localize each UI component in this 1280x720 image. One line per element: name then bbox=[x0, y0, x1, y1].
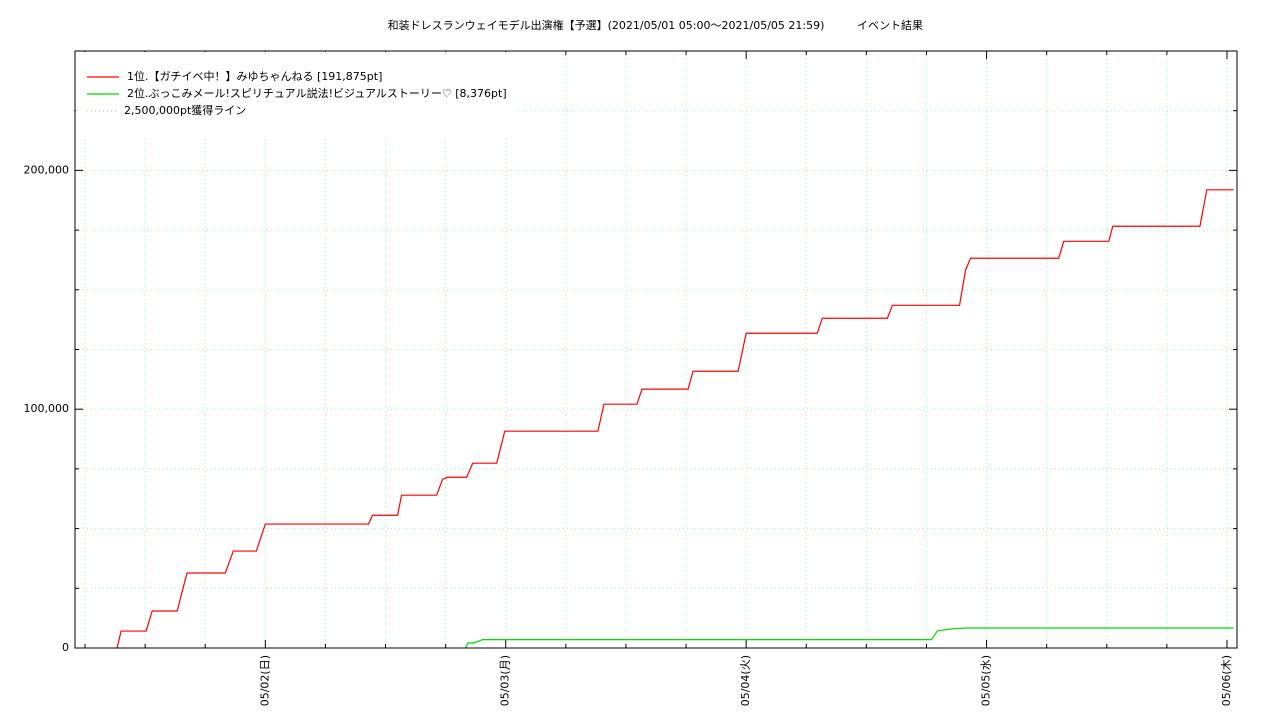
legend-label: 2位.ぶっこみメール!スピリチュアル説法!ビジュアルストーリー♡ [8,376p… bbox=[127, 86, 507, 100]
y-tick-label: 0 bbox=[62, 641, 69, 654]
series-line bbox=[116, 189, 1234, 649]
x-tick-label: 05/04(火) bbox=[739, 655, 752, 706]
y-tick-label: 100,000 bbox=[24, 402, 70, 415]
series-line bbox=[465, 627, 1234, 649]
legend-label: 2,500,000pt獲得ライン bbox=[124, 104, 246, 117]
plot-frame bbox=[74, 50, 1238, 649]
legend-label: 1位.【ガチイベ中！】みゆちゃんねる [191,875pt] bbox=[127, 69, 382, 83]
x-tick-label: 05/02(日) bbox=[258, 655, 271, 706]
legend-background bbox=[76, 52, 516, 138]
x-tick-label: 05/06(木) bbox=[1220, 655, 1233, 706]
y-tick-label: 200,000 bbox=[24, 163, 70, 176]
x-tick-label: 05/05(水) bbox=[980, 655, 993, 706]
chart-title: 和装ドレスランウェイモデル出演権【予選】(2021/05/01 05:00〜20… bbox=[388, 18, 825, 32]
x-tick-label: 05/03(月) bbox=[499, 655, 512, 706]
chart-subtitle: イベント結果 bbox=[857, 18, 923, 32]
